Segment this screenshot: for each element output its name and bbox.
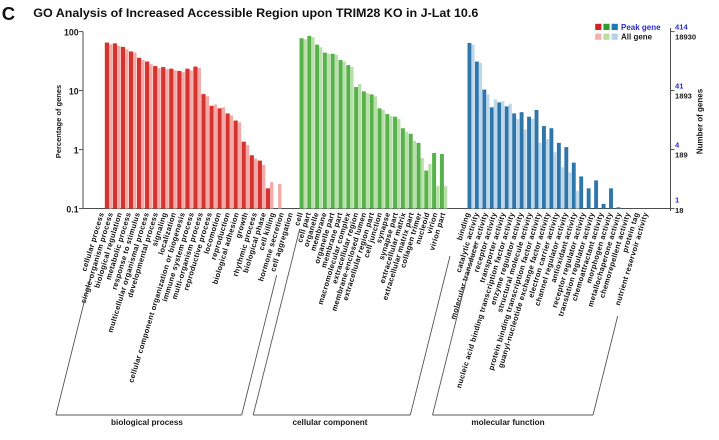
svg-text:18930: 18930 (675, 33, 696, 42)
svg-text:41: 41 (675, 82, 684, 91)
svg-text:biological process: biological process (111, 418, 183, 427)
svg-text:GO Analysis of Increased Acces: GO Analysis of Increased Accessible Regi… (33, 6, 478, 20)
svg-text:0.1: 0.1 (66, 204, 78, 214)
svg-text:Percentage of genes: Percentage of genes (54, 85, 63, 158)
svg-text:1893: 1893 (675, 92, 692, 101)
svg-text:cell: cell (292, 211, 305, 227)
svg-text:Number of genes: Number of genes (696, 88, 705, 154)
svg-text:414: 414 (675, 23, 688, 32)
svg-text:1: 1 (675, 196, 680, 205)
svg-text:C: C (2, 3, 15, 24)
svg-text:18: 18 (675, 206, 683, 215)
svg-text:1: 1 (74, 145, 79, 155)
svg-text:cellular component: cellular component (292, 418, 367, 427)
svg-text:189: 189 (675, 151, 688, 160)
svg-text:molecular function: molecular function (471, 418, 544, 427)
svg-text:All gene: All gene (621, 33, 653, 42)
svg-text:Peak gene: Peak gene (621, 23, 661, 32)
svg-text:10: 10 (69, 86, 79, 96)
svg-text:4: 4 (675, 141, 680, 150)
svg-text:100: 100 (64, 27, 79, 37)
